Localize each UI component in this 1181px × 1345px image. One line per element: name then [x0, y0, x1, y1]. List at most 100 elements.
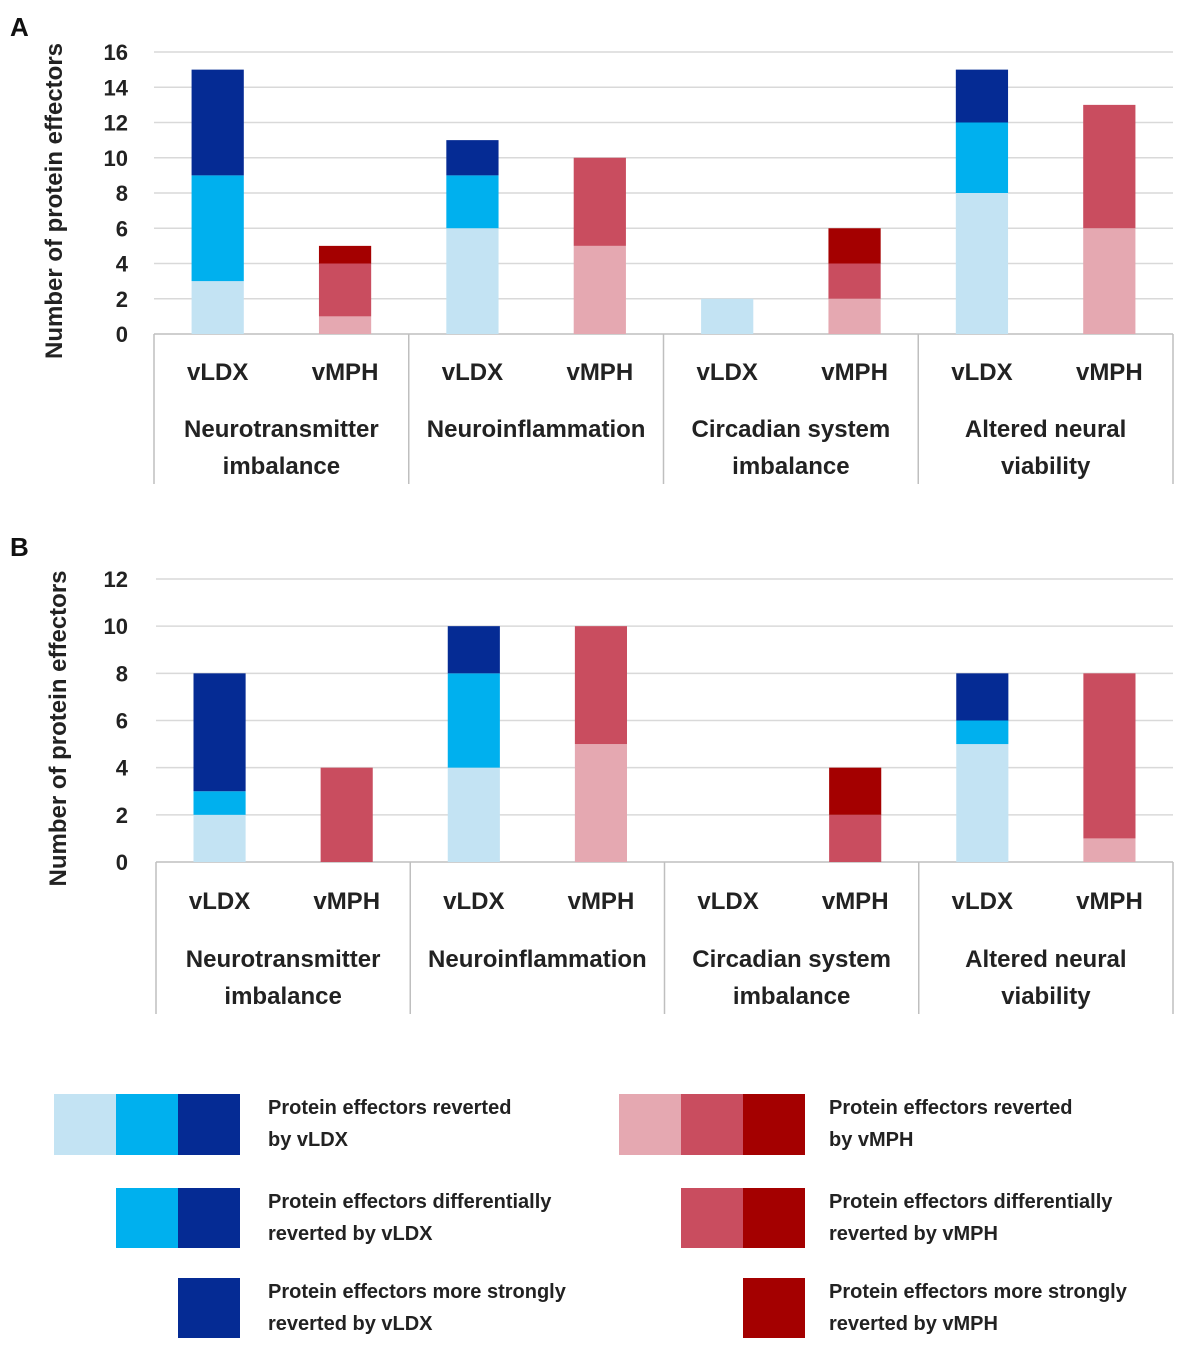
- legend-label: Protein effectors differentially: [268, 1191, 552, 1213]
- x-category-label: vLDX: [697, 888, 758, 915]
- bar-segment-mph-mid: [318, 263, 372, 317]
- legend-label: Protein effectors more strongly: [268, 1281, 567, 1303]
- group-label: imbalance: [732, 453, 849, 480]
- bar-segment-mph-mid: [1083, 104, 1136, 229]
- y-tick-label: 10: [104, 614, 128, 639]
- bar-segment-ldx-light: [446, 228, 499, 334]
- group-label: Neurotransmitter: [186, 946, 381, 973]
- legend-swatch-ldx-dark: [178, 1278, 240, 1338]
- y-tick-label: 0: [116, 322, 128, 347]
- panel-b-chart: B 0 2 4 6 8 10 12 Number of protein effectors vLD…: [10, 532, 1174, 1014]
- legend: Protein effectors reverted by vLDX Protein…: [54, 1094, 1128, 1338]
- bar-segment-ldx-dark: [446, 140, 499, 176]
- y-axis-title: Number of protein effectors: [45, 570, 72, 886]
- bar-segment-ldx-mid: [956, 720, 1009, 745]
- bar-segment-mph-mid: [320, 767, 373, 862]
- y-tick-label: 16: [104, 40, 128, 65]
- x-category-label: vLDX: [442, 359, 503, 386]
- bar-segment-mph-mid: [574, 626, 627, 745]
- bar-segment-mph-light: [828, 298, 881, 334]
- legend-label: Protein effectors differentially: [829, 1191, 1113, 1213]
- legend-swatch-ldx-light: [54, 1094, 116, 1155]
- y-tick-label: 2: [116, 803, 128, 828]
- legend-swatch-ldx-mid: [116, 1094, 178, 1155]
- legend-swatch-mph-dark: [743, 1278, 805, 1338]
- y-tick-label: 12: [104, 111, 128, 136]
- bar-segment-mph-dark: [828, 228, 881, 264]
- bar-segment-mph-mid: [1083, 673, 1136, 839]
- group-label: Circadian system: [691, 416, 890, 443]
- bar-segment-ldx-mid: [955, 122, 1009, 193]
- bar-segment-mph-light: [1083, 838, 1136, 862]
- bar-segment-mph-dark: [318, 245, 372, 264]
- x-category-label: vLDX: [697, 359, 758, 386]
- bar-segment-ldx-light: [191, 281, 244, 334]
- x-category-label: vLDX: [187, 359, 248, 386]
- legend-label: reverted by vLDX: [268, 1223, 433, 1245]
- bar-segment-ldx-light: [193, 814, 246, 862]
- y-tick-label: 2: [116, 287, 128, 312]
- legend-label: reverted by vLDX: [268, 1313, 433, 1335]
- group-label: Neuroinflammation: [428, 946, 647, 973]
- bar-segment-ldx-dark: [447, 626, 500, 674]
- x-category-label: vMPH: [568, 888, 635, 915]
- y-tick-label: 14: [104, 75, 129, 100]
- bar-segment-ldx-mid: [446, 175, 499, 229]
- group-label: imbalance: [733, 983, 850, 1010]
- legend-label: by vLDX: [268, 1129, 349, 1151]
- legend-swatch-mph-dark: [743, 1188, 805, 1248]
- bar-segment-mph-mid: [829, 814, 882, 862]
- x-category-label: vMPH: [821, 359, 888, 386]
- bar-segment-ldx-light: [701, 298, 754, 334]
- bar-segment-ldx-light: [447, 767, 500, 862]
- bar-segment-ldx-dark: [193, 673, 246, 792]
- y-tick-label: 0: [116, 850, 128, 875]
- y-tick-label: 6: [116, 216, 128, 241]
- group-label: Altered neural: [965, 416, 1126, 443]
- bar-segment-ldx-dark: [955, 69, 1009, 123]
- bar-segment-mph-light: [574, 744, 627, 862]
- panel-letter: A: [10, 12, 29, 42]
- x-category-label: vMPH: [313, 888, 380, 915]
- y-tick-label: 8: [116, 661, 128, 686]
- x-category-label: vLDX: [951, 359, 1012, 386]
- x-category-label: vMPH: [822, 888, 889, 915]
- y-axis-title: Number of protein effectors: [41, 43, 68, 359]
- group-label: imbalance: [223, 453, 340, 480]
- y-tick-label: 4: [116, 252, 129, 277]
- bar-segment-ldx-mid: [447, 673, 500, 768]
- bar-segment-mph-light: [318, 316, 372, 334]
- bar-segment-ldx-light: [955, 193, 1009, 334]
- group-label: imbalance: [224, 983, 341, 1010]
- legend-swatch-ldx-dark: [178, 1094, 240, 1155]
- group-label: viability: [1001, 453, 1091, 480]
- legend-label: by vMPH: [829, 1129, 913, 1151]
- x-category-label: vMPH: [566, 359, 633, 386]
- y-tick-label: 10: [104, 146, 128, 171]
- x-category-label: vMPH: [312, 359, 379, 386]
- bar-segment-ldx-light: [956, 744, 1009, 862]
- y-tick-label: 12: [104, 567, 128, 592]
- legend-label: Protein effectors reverted: [829, 1097, 1072, 1119]
- legend-label: Protein effectors more strongly: [829, 1281, 1128, 1303]
- y-tick-label: 6: [116, 709, 128, 734]
- group-label: Neurotransmitter: [184, 416, 379, 443]
- bar-segment-mph-light: [1083, 228, 1136, 334]
- panel-a-chart: A 0 2 4 6 8 10 12 14 16 Number of protein effector…: [10, 12, 1174, 484]
- x-category-label: vLDX: [189, 888, 250, 915]
- x-category-label: vMPH: [1076, 359, 1143, 386]
- group-label: viability: [1001, 983, 1091, 1010]
- legend-label: reverted by vMPH: [829, 1313, 998, 1335]
- group-label: Circadian system: [692, 946, 891, 973]
- bar-segment-mph-mid: [828, 263, 881, 299]
- y-tick-label: 8: [116, 181, 128, 206]
- bar-segment-ldx-dark: [956, 673, 1009, 721]
- bar-segment-mph-dark: [829, 767, 882, 815]
- group-label: Altered neural: [965, 946, 1126, 973]
- bar-segment-ldx-mid: [193, 791, 246, 815]
- x-category-label: vLDX: [443, 888, 504, 915]
- legend-swatch-mph-mid: [681, 1188, 743, 1248]
- legend-swatch-ldx-mid: [116, 1188, 178, 1248]
- bar-segment-ldx-mid: [191, 175, 244, 282]
